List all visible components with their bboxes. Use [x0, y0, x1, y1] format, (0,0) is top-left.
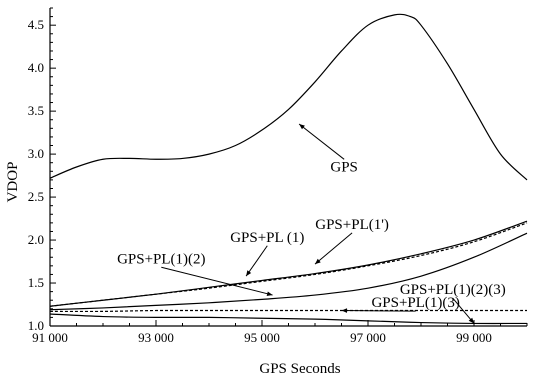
series-line-gps-pl-1-3 — [49, 309, 527, 313]
y-tick-label: 4.0 — [28, 60, 44, 75]
annotation-gps-pl-1-2-3: GPS+PL(1)(2)(3) — [400, 282, 506, 298]
annotation-arrowhead — [315, 258, 321, 265]
annotation-arrowhead — [266, 291, 273, 296]
annotation-arrowhead — [299, 124, 305, 130]
annotation-leader — [161, 266, 273, 296]
series-line-gps — [49, 13, 528, 181]
y-tick-label: 4.5 — [28, 17, 44, 32]
annotation-gps: GPS — [330, 159, 358, 175]
annotation-gps-pl-1: GPS+PL(1') — [315, 217, 389, 233]
x-axis-title: GPS Seconds — [259, 361, 340, 377]
annotation-arrowhead — [341, 308, 348, 313]
annotation-leader — [245, 245, 268, 277]
x-tick-label: 93 000 — [138, 330, 174, 345]
x-tick-label: 99 000 — [456, 330, 492, 345]
x-tick-label: 91 000 — [32, 330, 68, 345]
annotation-layer: GPS GPS+PL(1') GPS+PL (1) GPS+PL(1)(2) GPS+P… — [117, 123, 506, 324]
annotation-leader — [298, 123, 345, 160]
annotation-arrowhead — [246, 270, 252, 277]
axes: 1.0 1.5 2.0 2.5 3.0 3.5 4.0 4.5 91 000 93 000 95 0… — [28, 7, 528, 345]
annotation-gps-pl-1-3: GPS+PL(1)(3) — [371, 295, 459, 311]
y-tick-label: 2.5 — [28, 189, 44, 204]
annotation-gps-pl-1: GPS+PL (1) — [230, 230, 304, 246]
x-tick-label: 97 000 — [350, 330, 386, 345]
y-tick-label: 2.0 — [28, 232, 44, 247]
y-tick-label: 3.0 — [28, 146, 44, 161]
y-axis-title: VDOP — [5, 162, 21, 203]
y-tick-label: 1.0 — [28, 318, 44, 333]
annotation-leader — [341, 310, 416, 312]
y-tick-label: 1.5 — [28, 275, 44, 290]
series-layer — [49, 13, 528, 325]
annotation-gps-pl-1-2: GPS+PL(1)(2) — [117, 251, 205, 267]
series-line-gps-pl-1-2 — [49, 232, 528, 311]
series-line-gps-pl-1 — [49, 220, 528, 307]
annotation-arrowhead — [468, 317, 474, 324]
y-tick-label: 3.5 — [28, 103, 44, 118]
series-line-gps-pl-1-2-3 — [49, 313, 528, 325]
x-tick-label: 95 000 — [244, 330, 280, 345]
annotation-leader — [314, 232, 353, 265]
